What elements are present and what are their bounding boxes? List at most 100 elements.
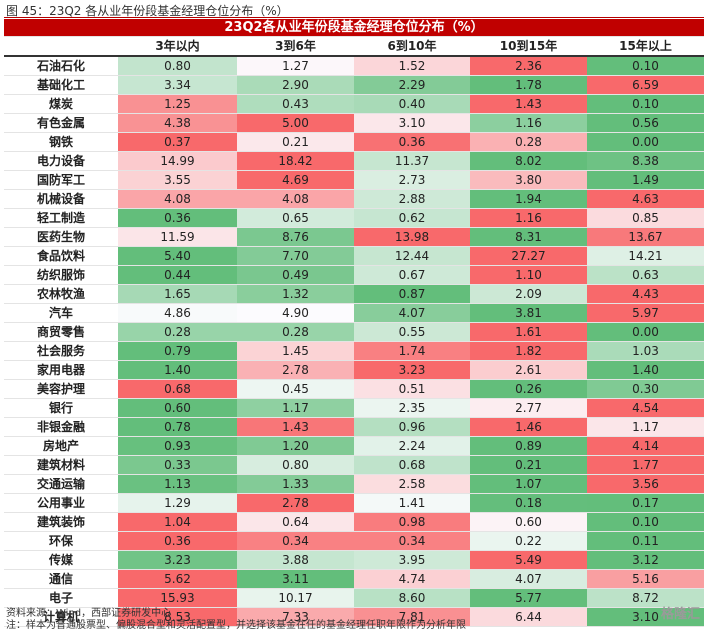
table-cell: 0.36 [118, 208, 237, 228]
table-row: 纺织服饰 0.44 0.49 0.67 1.10 0.63 [4, 265, 704, 285]
table-cell: 1.03 [587, 341, 704, 361]
table-cell: 4.07 [354, 303, 470, 323]
table-cell: 0.98 [354, 512, 470, 532]
row-label: 石油石化 [4, 56, 118, 76]
table-cell: 5.00 [237, 113, 354, 133]
source-note: 资料来源：Wind，西部证券研发中心 [6, 608, 172, 619]
table-cell: 2.90 [237, 75, 354, 95]
table-row: 石油石化 0.80 1.27 1.52 2.36 0.10 [4, 56, 704, 76]
table-cell: 0.37 [118, 132, 237, 152]
row-label: 美容护理 [4, 379, 118, 399]
row-label: 机械设备 [4, 189, 118, 209]
table-row: 计算机 8.53 7.33 7.81 6.44 3.10 [4, 607, 704, 627]
table-cell: 1.07 [470, 474, 587, 494]
table-cell: 1.04 [118, 512, 237, 532]
table-cell: 0.36 [118, 531, 237, 551]
table-row: 建筑装饰 1.04 0.64 0.98 0.60 0.10 [4, 512, 704, 532]
table-cell: 1.16 [470, 113, 587, 133]
table-cell: 7.70 [237, 246, 354, 266]
table-cell: 1.43 [470, 94, 587, 114]
table-row: 钢铁 0.37 0.21 0.36 0.28 0.00 [4, 132, 704, 152]
table-cell: 3.34 [118, 75, 237, 95]
column-header-row: 3年以内 3到6年 6到10年 10到15年 15年以上 [4, 36, 704, 57]
table-title-row: 23Q2各从业年份段基金经理仓位分布（%） [4, 19, 704, 37]
column-header: 3到6年 [237, 36, 354, 57]
table-cell: 27.27 [470, 246, 587, 266]
table-cell: 14.99 [118, 151, 237, 171]
position-table: 23Q2各从业年份段基金经理仓位分布（%） 3年以内 3到6年 6到10年 10… [4, 19, 704, 627]
table-cell: 2.35 [354, 398, 470, 418]
table-cell: 3.10 [354, 113, 470, 133]
column-header: 10到15年 [470, 36, 587, 57]
table-cell: 5.16 [587, 569, 704, 589]
table-cell: 3.80 [470, 170, 587, 190]
table-cell: 6.44 [470, 607, 587, 627]
table-cell: 8.38 [587, 151, 704, 171]
table-cell: 1.46 [470, 417, 587, 437]
table-cell: 8.72 [587, 588, 704, 608]
table-cell: 8.60 [354, 588, 470, 608]
table-row: 电子 15.93 10.17 8.60 5.77 8.72 [4, 588, 704, 608]
table-cell: 4.07 [470, 569, 587, 589]
row-label: 交通运输 [4, 474, 118, 494]
table-cell: 5.97 [587, 303, 704, 323]
table-cell: 1.13 [118, 474, 237, 494]
table-cell: 8.76 [237, 227, 354, 247]
table-cell: 0.28 [237, 322, 354, 342]
table-cell: 0.56 [587, 113, 704, 133]
table-cell: 3.56 [587, 474, 704, 494]
table-cell: 0.33 [118, 455, 237, 475]
table-cell: 11.59 [118, 227, 237, 247]
table-row: 传媒 3.23 3.88 3.95 5.49 3.12 [4, 550, 704, 570]
table-cell: 2.24 [354, 436, 470, 456]
table-cell: 0.11 [587, 531, 704, 551]
table-row: 房地产 0.93 1.20 2.24 0.89 4.14 [4, 436, 704, 456]
table-cell: 4.08 [237, 189, 354, 209]
table-cell: 14.21 [587, 246, 704, 266]
table-cell: 0.26 [470, 379, 587, 399]
table-cell: 2.61 [470, 360, 587, 380]
table-row: 煤炭 1.25 0.43 0.40 1.43 0.10 [4, 94, 704, 114]
column-header: 6到10年 [354, 36, 470, 57]
table-cell: 5.62 [118, 569, 237, 589]
table-cell: 4.43 [587, 284, 704, 304]
row-label: 传媒 [4, 550, 118, 570]
table-cell: 2.88 [354, 189, 470, 209]
table-cell: 0.49 [237, 265, 354, 285]
table-cell: 1.33 [237, 474, 354, 494]
table-cell: 3.10 [587, 607, 704, 627]
table-cell: 1.41 [354, 493, 470, 513]
table-row: 有色金属 4.38 5.00 3.10 1.16 0.56 [4, 113, 704, 133]
table-cell: 0.00 [587, 132, 704, 152]
table-cell: 15.93 [118, 588, 237, 608]
table-row: 通信 5.62 3.11 4.74 4.07 5.16 [4, 569, 704, 589]
position-table-container: 23Q2各从业年份段基金经理仓位分布（%） 3年以内 3到6年 6到10年 10… [4, 19, 704, 627]
table-cell: 7.33 [237, 607, 354, 627]
table-row: 社会服务 0.79 1.45 1.74 1.82 1.03 [4, 341, 704, 361]
table-cell: 4.74 [354, 569, 470, 589]
row-label: 公用事业 [4, 493, 118, 513]
table-cell: 3.95 [354, 550, 470, 570]
table-cell: 0.21 [237, 132, 354, 152]
table-cell: 0.62 [354, 208, 470, 228]
row-label: 轻工制造 [4, 208, 118, 228]
title-divider [4, 17, 704, 18]
table-cell: 4.54 [587, 398, 704, 418]
table-row: 建筑材料 0.33 0.80 0.68 0.21 1.77 [4, 455, 704, 475]
table-row: 银行 0.60 1.17 2.35 2.77 4.54 [4, 398, 704, 418]
table-row: 家用电器 1.40 2.78 3.23 2.61 1.40 [4, 360, 704, 380]
row-label: 有色金属 [4, 113, 118, 133]
table-cell: 5.77 [470, 588, 587, 608]
table-cell: 0.40 [354, 94, 470, 114]
table-cell: 2.78 [237, 493, 354, 513]
table-cell: 0.36 [354, 132, 470, 152]
table-row: 非银金融 0.78 1.43 0.96 1.46 1.17 [4, 417, 704, 437]
table-cell: 2.09 [470, 284, 587, 304]
row-label: 建筑材料 [4, 455, 118, 475]
table-row: 美容护理 0.68 0.45 0.51 0.26 0.30 [4, 379, 704, 399]
table-cell: 13.67 [587, 227, 704, 247]
table-cell: 2.58 [354, 474, 470, 494]
table-row: 食品饮料 5.40 7.70 12.44 27.27 14.21 [4, 246, 704, 266]
table-row: 公用事业 1.29 2.78 1.41 0.18 0.17 [4, 493, 704, 513]
table-cell: 3.12 [587, 550, 704, 570]
